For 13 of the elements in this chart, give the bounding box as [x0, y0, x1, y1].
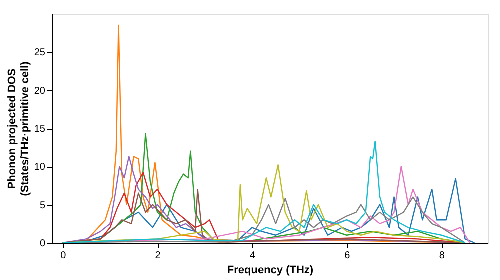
y-axis-title: Phonon projected DOS (States/THz·primitive cell) — [6, 61, 32, 196]
x-tick-label: 8 — [439, 250, 446, 262]
y-tick-label: 15 — [34, 124, 46, 135]
y-tick-label: 20 — [34, 86, 46, 97]
x-axis-title: Frequency (THz) — [227, 264, 314, 276]
y-tick-label: 25 — [34, 48, 46, 59]
x-tick-label: 2 — [155, 250, 162, 262]
x-tick-label: 0 — [60, 250, 67, 262]
y-tick-label: 10 — [34, 162, 46, 174]
x-tick-label: 6 — [344, 250, 351, 262]
y-tick-label: 0 — [40, 238, 46, 250]
y-tick-label: 5 — [40, 200, 46, 212]
x-tick-label: 4 — [250, 250, 256, 262]
